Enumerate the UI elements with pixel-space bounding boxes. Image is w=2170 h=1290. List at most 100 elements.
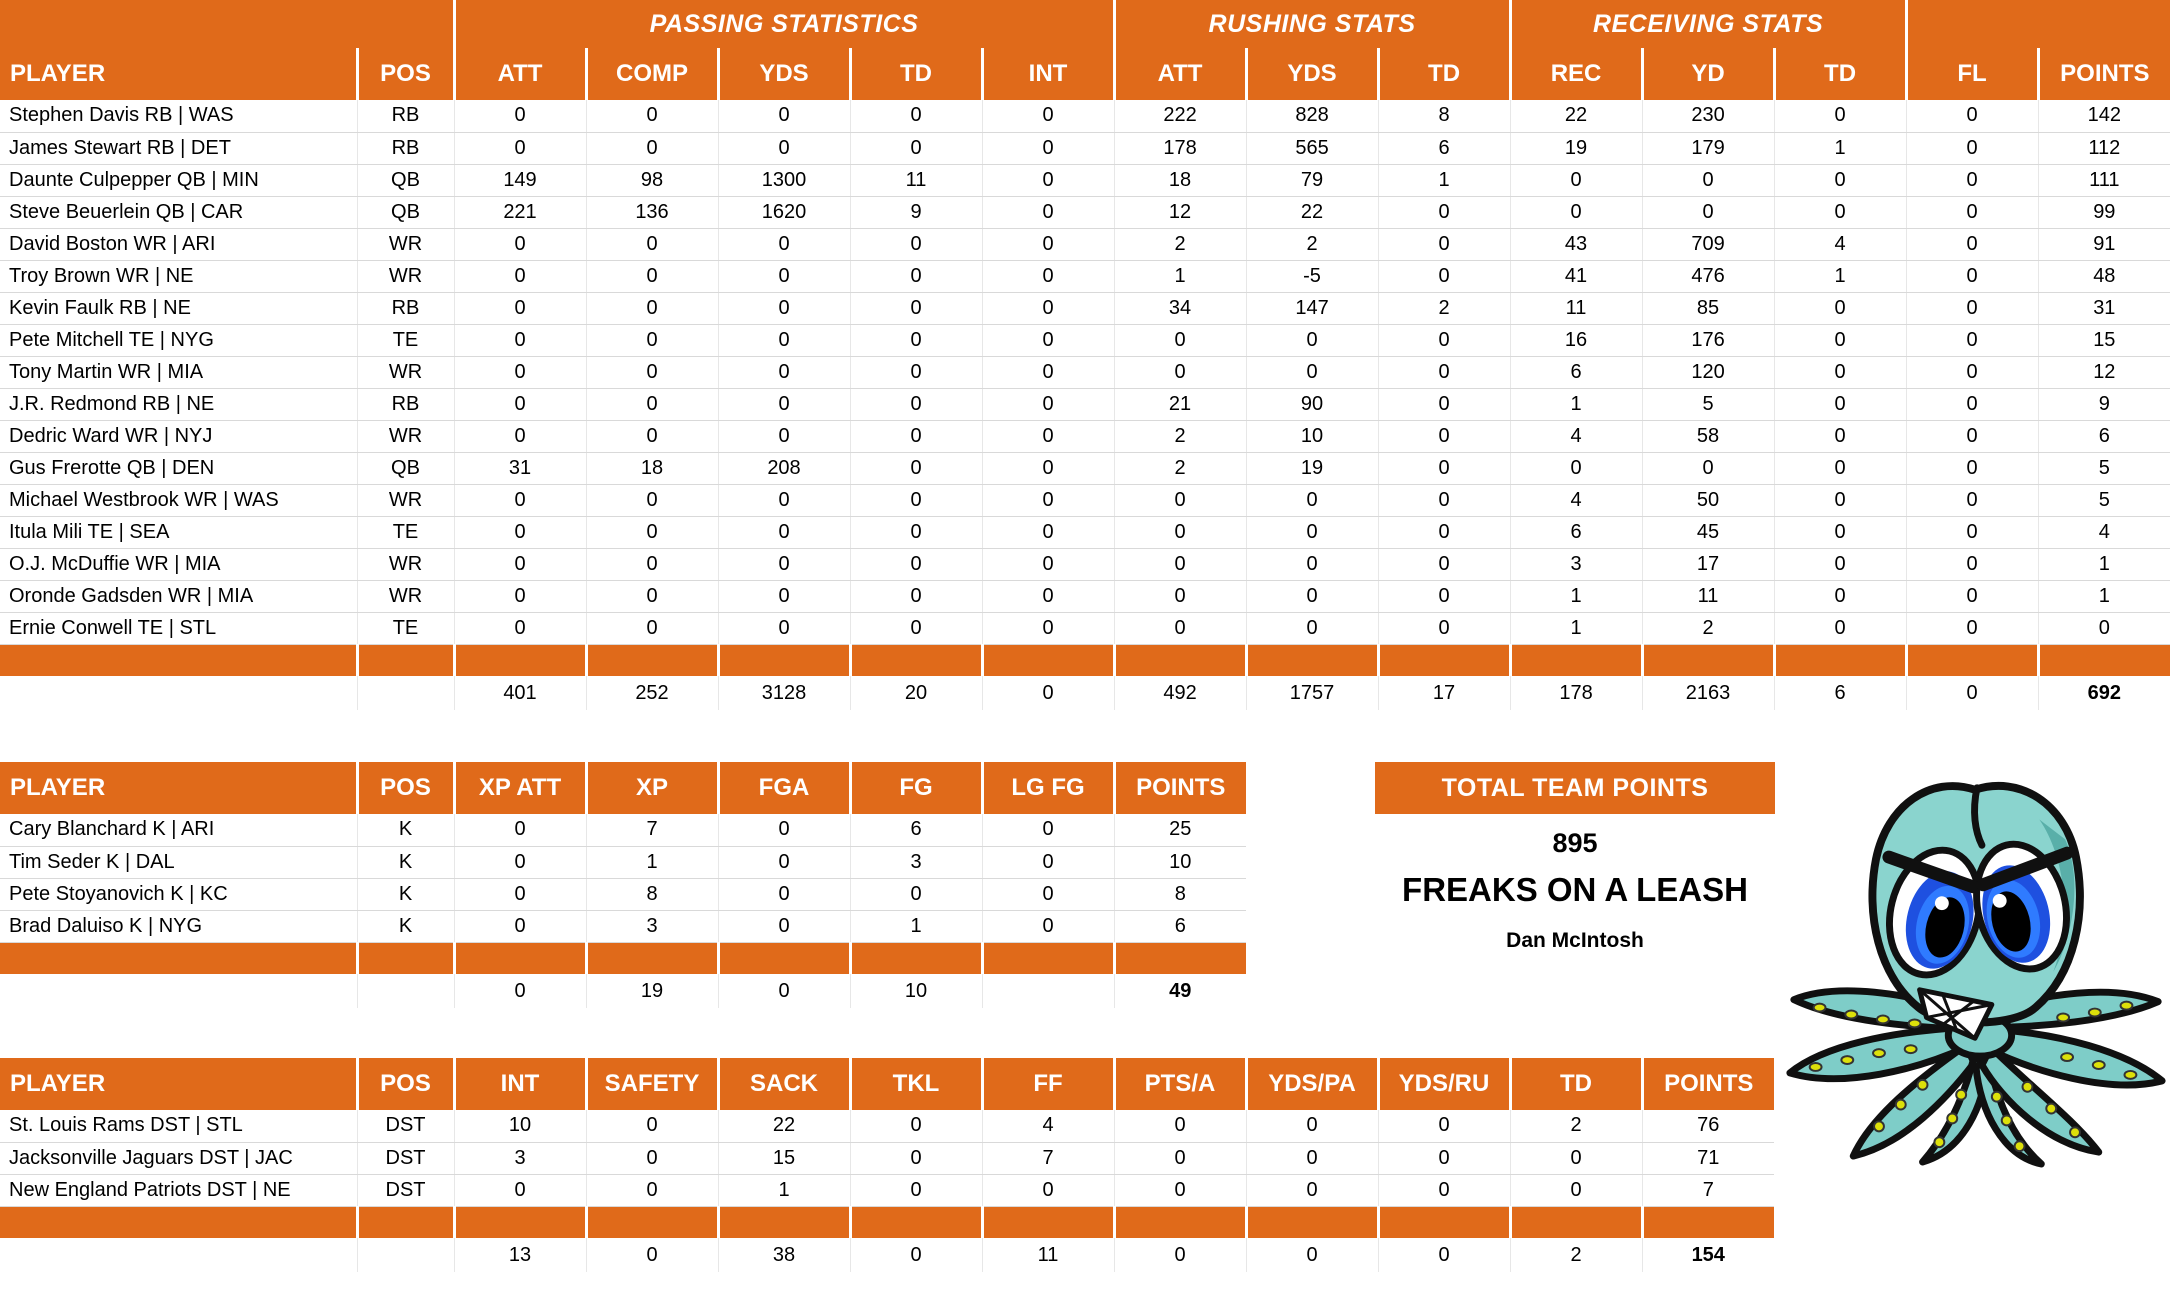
column-header: TD — [1376, 48, 1511, 100]
stat-cell: 0 — [1377, 484, 1511, 517]
stat-cell: 565 — [1245, 132, 1379, 165]
column-header: YDS/PA — [1244, 1058, 1378, 1110]
stat-cell: 0 — [585, 1174, 718, 1207]
table-row: New England Patriots DST | NE DST 0 0 1 0 0 0 0 0… — [0, 1174, 1774, 1207]
stat-cell: 0 — [981, 420, 1115, 453]
total-cell — [356, 1238, 454, 1272]
stat-cell: 3 — [453, 1142, 586, 1175]
stat-cell: 0 — [849, 452, 982, 485]
stat-cell: 6 — [2037, 420, 2170, 453]
stat-cell: 0 — [849, 100, 982, 133]
stat-cell: 0 — [1113, 1110, 1246, 1143]
stat-cell: 9 — [849, 196, 982, 229]
stat-cell: 0 — [717, 324, 850, 357]
spacer-cell — [980, 942, 1114, 974]
spacer-cell — [716, 644, 850, 676]
stat-cell: 0 — [849, 356, 982, 389]
stat-cell: 25 — [1113, 814, 1246, 847]
spacer-cell — [716, 1206, 850, 1238]
stat-cell: 0 — [1773, 612, 1907, 645]
stat-cell: 0 — [1245, 356, 1379, 389]
column-header: POINTS — [1112, 762, 1246, 814]
column-header: POINTS — [2036, 48, 2170, 100]
stat-cell: 0 — [849, 324, 982, 357]
spacer-cell — [0, 1206, 357, 1238]
stat-cell: 0 — [981, 228, 1115, 261]
stat-cell: 0 — [1245, 1174, 1378, 1207]
section-header-row: PASSING STATISTICS RUSHING STATS RECEIVING… — [0, 0, 2170, 48]
spacer-cell — [848, 942, 982, 974]
spacer-cell — [716, 942, 850, 974]
total-cell: 6 — [1773, 676, 1907, 710]
stat-cell: 19 — [1245, 452, 1379, 485]
stat-cell: 18 — [585, 452, 718, 485]
stat-cell: 0 — [585, 580, 718, 613]
player-name-cell: St. Louis Rams DST | STL — [0, 1110, 357, 1143]
stat-cell: 0 — [717, 612, 850, 645]
total-cell: 11 — [981, 1238, 1114, 1272]
stat-cell: 7 — [585, 814, 718, 847]
stat-cell: 0 — [717, 292, 850, 325]
stat-cell: 2 — [1113, 420, 1247, 453]
column-header: YD — [1640, 48, 1775, 100]
total-cell: 0 — [717, 974, 850, 1008]
totals-row: 13 0 38 0 11 0 0 0 2 154 — [0, 1238, 1774, 1272]
stat-cell: 1 — [1773, 132, 1907, 165]
stat-cell: 0 — [585, 324, 718, 357]
stat-cell: 0 — [585, 100, 718, 133]
stat-cell: 0 — [981, 516, 1115, 549]
stat-cell: 0 — [1245, 324, 1379, 357]
stat-cell: 0 — [1905, 580, 2039, 613]
stat-cell: 147 — [1245, 292, 1379, 325]
stat-cell: DST — [356, 1110, 454, 1143]
column-header: TD — [848, 48, 982, 100]
spacer-cell — [1640, 1206, 1774, 1238]
stat-cell: 0 — [1113, 1174, 1246, 1207]
stat-cell: 0 — [453, 846, 586, 879]
owner-name: Dan McIntosh — [1506, 929, 1644, 952]
table-row: Ernie Conwell TE | STL TE 0 0 0 0 0 0 0 0 1 2 0 0 0 — [0, 612, 2170, 645]
spacer-cell — [584, 942, 718, 974]
stat-cell: 0 — [1509, 196, 1643, 229]
stat-cell: 1 — [1773, 260, 1907, 293]
stat-cell: 1 — [849, 910, 982, 943]
stat-cell: 0 — [849, 1142, 982, 1175]
stat-cell: WR — [356, 580, 454, 613]
column-header: REC — [1508, 48, 1643, 100]
table-row: Michael Westbrook WR | WAS WR 0 0 0 0 0 0 0 0 4 50 0… — [0, 484, 2170, 517]
stat-cell: 0 — [453, 324, 586, 357]
section-header: RUSHING STATS — [1112, 0, 1511, 48]
table-row: Stephen Davis RB | WAS RB 0 0 0 0 0 222 828 8 22 23… — [0, 100, 2170, 133]
stat-cell: 0 — [585, 420, 718, 453]
stat-cell: 230 — [1641, 100, 1775, 133]
stat-cell: 1 — [1113, 260, 1247, 293]
column-header-row: PLAYER POS ATT COMP YDS TD INT ATT YDS TD REC YD TD F… — [0, 48, 2170, 100]
player-name-cell: Oronde Gadsden WR | MIA — [0, 580, 357, 613]
spacer-cell — [0, 942, 357, 974]
column-header: POS — [355, 48, 454, 100]
stat-cell: 3 — [585, 910, 718, 943]
stat-cell: 0 — [453, 484, 586, 517]
stat-cell: 0 — [717, 814, 850, 847]
player-name-cell: Jacksonville Jaguars DST | JAC — [0, 1142, 357, 1175]
stat-cell: 0 — [1113, 1142, 1246, 1175]
table-row: Gus Frerotte QB | DEN QB 31 18 208 0 0 2 19 0 0 0 0 0… — [0, 452, 2170, 485]
stat-cell: 0 — [1773, 516, 1907, 549]
stat-cell: 0 — [1905, 132, 2039, 165]
stat-cell: 0 — [1905, 196, 2039, 229]
spacer-cell — [1640, 644, 1775, 676]
total-cell: 1757 — [1245, 676, 1379, 710]
stat-cell: 0 — [1377, 388, 1511, 421]
stat-cell: 0 — [585, 1110, 718, 1143]
stat-cell: 0 — [849, 420, 982, 453]
stat-cell: 11 — [1641, 580, 1775, 613]
player-name-cell: Michael Westbrook WR | WAS — [0, 484, 357, 517]
total-cell: 0 — [1377, 1238, 1510, 1272]
stat-cell: 91 — [2037, 228, 2170, 261]
stat-cell: 0 — [453, 100, 586, 133]
column-header: TKL — [848, 1058, 982, 1110]
stat-cell: 1 — [1509, 612, 1643, 645]
stat-cell: 2 — [1377, 292, 1511, 325]
section-header: PASSING STATISTICS — [452, 0, 1115, 48]
